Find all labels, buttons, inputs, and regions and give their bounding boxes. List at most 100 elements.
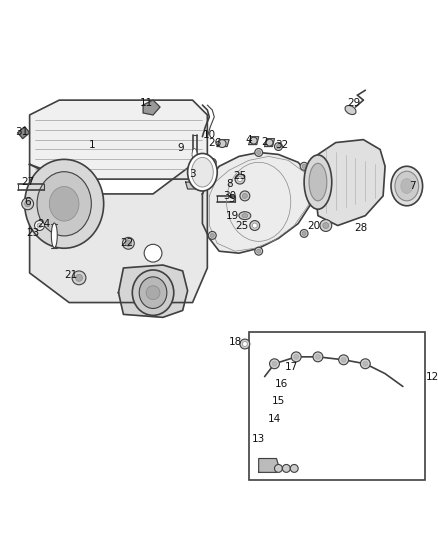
Text: 17: 17 [285, 362, 298, 372]
Ellipse shape [25, 159, 104, 248]
Text: 5: 5 [228, 194, 234, 204]
Ellipse shape [300, 163, 308, 170]
Text: 28: 28 [354, 223, 367, 233]
Ellipse shape [144, 244, 162, 262]
Text: 27: 27 [21, 177, 34, 187]
Polygon shape [249, 136, 259, 144]
Ellipse shape [290, 464, 298, 472]
Polygon shape [30, 164, 207, 303]
Ellipse shape [191, 157, 213, 187]
Ellipse shape [257, 249, 261, 253]
Text: 2: 2 [261, 136, 268, 147]
Ellipse shape [235, 174, 245, 184]
Ellipse shape [266, 139, 273, 146]
Ellipse shape [125, 240, 131, 246]
Polygon shape [186, 182, 205, 189]
Ellipse shape [210, 160, 214, 164]
Ellipse shape [237, 176, 242, 182]
Ellipse shape [240, 191, 250, 201]
Ellipse shape [255, 149, 263, 156]
Ellipse shape [391, 166, 423, 206]
Ellipse shape [208, 158, 216, 166]
Ellipse shape [255, 247, 263, 255]
Ellipse shape [242, 214, 248, 217]
Ellipse shape [242, 342, 247, 346]
Ellipse shape [320, 220, 332, 231]
Polygon shape [217, 140, 229, 147]
Ellipse shape [302, 164, 306, 168]
Ellipse shape [240, 339, 250, 349]
Ellipse shape [275, 464, 283, 472]
Ellipse shape [363, 361, 368, 366]
Ellipse shape [302, 231, 306, 236]
Ellipse shape [272, 361, 277, 366]
Text: 24: 24 [37, 219, 50, 229]
Text: 20: 20 [307, 221, 321, 231]
Ellipse shape [72, 271, 86, 285]
Ellipse shape [323, 223, 329, 229]
Text: 7: 7 [410, 181, 416, 191]
Ellipse shape [218, 140, 226, 148]
Ellipse shape [37, 172, 92, 236]
Text: 13: 13 [252, 434, 265, 444]
Text: 6: 6 [25, 197, 31, 207]
Text: 19: 19 [226, 211, 239, 221]
Ellipse shape [123, 237, 134, 249]
Text: 23: 23 [26, 229, 39, 238]
Ellipse shape [257, 150, 261, 155]
Bar [249, 332, 424, 480]
Ellipse shape [360, 359, 370, 369]
Ellipse shape [75, 274, 82, 281]
Ellipse shape [37, 223, 42, 228]
Polygon shape [202, 152, 314, 253]
Ellipse shape [315, 354, 321, 359]
Text: 14: 14 [268, 414, 281, 424]
Ellipse shape [309, 163, 327, 201]
Text: 25: 25 [233, 171, 247, 181]
Ellipse shape [192, 149, 197, 160]
Text: 18: 18 [228, 337, 242, 347]
Polygon shape [119, 265, 187, 317]
Ellipse shape [291, 352, 301, 362]
Text: 10: 10 [203, 130, 216, 140]
Ellipse shape [345, 106, 356, 115]
Ellipse shape [294, 354, 299, 359]
Text: 16: 16 [275, 378, 288, 389]
Ellipse shape [49, 187, 79, 221]
Text: 22: 22 [120, 238, 133, 248]
Text: 15: 15 [272, 396, 285, 406]
Ellipse shape [313, 352, 323, 362]
Ellipse shape [35, 221, 44, 230]
Ellipse shape [252, 223, 257, 228]
Ellipse shape [339, 355, 349, 365]
Ellipse shape [242, 193, 247, 198]
Text: 9: 9 [177, 142, 184, 152]
Text: 4: 4 [246, 135, 252, 144]
Text: 25: 25 [235, 221, 248, 231]
Text: 30: 30 [223, 191, 237, 201]
Text: 21: 21 [64, 270, 78, 280]
Ellipse shape [239, 212, 251, 220]
Text: 26: 26 [208, 138, 222, 148]
Text: 3: 3 [189, 169, 196, 179]
Ellipse shape [275, 143, 283, 150]
Text: 29: 29 [347, 98, 360, 108]
Polygon shape [316, 140, 385, 225]
Ellipse shape [210, 233, 214, 237]
Ellipse shape [276, 144, 280, 149]
Ellipse shape [22, 198, 34, 209]
Ellipse shape [283, 464, 290, 472]
Text: 11: 11 [140, 98, 153, 108]
Ellipse shape [304, 155, 332, 209]
Ellipse shape [25, 201, 31, 207]
Ellipse shape [146, 286, 160, 300]
Polygon shape [30, 100, 207, 179]
Polygon shape [143, 100, 160, 115]
Ellipse shape [139, 277, 167, 309]
Text: 31: 31 [15, 127, 28, 137]
Ellipse shape [208, 231, 216, 239]
Ellipse shape [269, 359, 279, 369]
Polygon shape [259, 458, 279, 472]
Ellipse shape [395, 171, 419, 201]
Ellipse shape [187, 154, 217, 191]
